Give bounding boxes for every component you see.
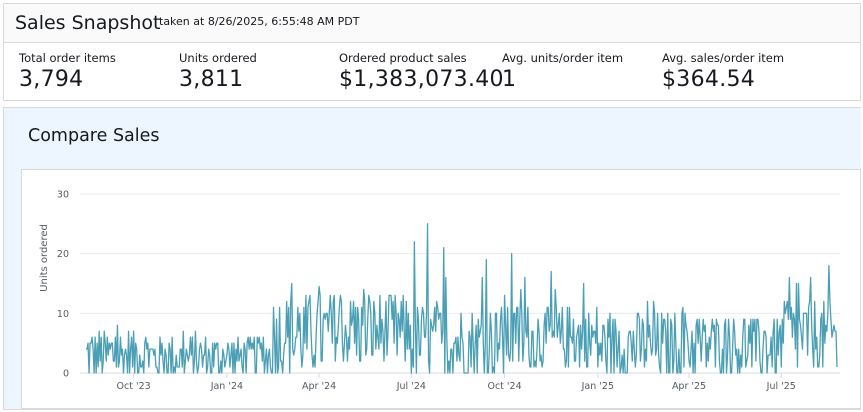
metric-units-ordered: Units ordered 3,811 xyxy=(179,51,257,92)
y-tick-label: 30 xyxy=(57,190,69,201)
metric-avg-sales-per-order-item: Avg. sales/order item $364.54 xyxy=(662,51,784,92)
x-tick-label: Oct '24 xyxy=(487,381,521,392)
compare-sales-title: Compare Sales xyxy=(28,126,160,146)
snapshot-title: Sales Snapshot xyxy=(15,12,161,34)
metric-label: Avg. units/order item xyxy=(502,51,624,65)
metric-value: 1 xyxy=(502,67,517,92)
y-tick-label: 0 xyxy=(63,369,69,380)
metric-value: $364.54 xyxy=(662,67,756,92)
units-ordered-chart-card: 0 10 20 30 Oct '23 Jan '24 Apr '24 Jul '24 Oct … xyxy=(21,169,861,409)
x-tick-label: Jan '25 xyxy=(581,381,614,392)
sales-snapshot-panel: Sales Snapshot taken at 8/26/2025, 6:55:… xyxy=(3,3,861,101)
x-tick-label: Apr '24 xyxy=(302,381,336,392)
snapshot-header: Sales Snapshot taken at 8/26/2025, 6:55:… xyxy=(4,4,860,43)
metric-avg-units-per-order-item: Avg. units/order item 1 xyxy=(502,51,623,92)
metric-label: Ordered product sales xyxy=(339,51,467,65)
x-tick-label: Jan '24 xyxy=(210,381,243,392)
metric-label: Avg. sales/order item xyxy=(662,51,785,65)
metric-value: $1,383,073.40 xyxy=(339,67,504,92)
x-tick-label: Jul '25 xyxy=(766,381,796,392)
x-tick-label: Oct '23 xyxy=(117,381,151,392)
metric-value: 3,811 xyxy=(179,67,244,92)
x-tick-label: Jul '24 xyxy=(396,381,426,392)
metric-label: Units ordered xyxy=(179,51,257,65)
metric-total-order-items: Total order items 3,794 xyxy=(19,51,116,92)
chart-grid xyxy=(80,193,840,374)
y-tick-label: 10 xyxy=(57,309,69,320)
metric-label: Total order items xyxy=(19,51,116,65)
x-axis-ticks: Oct '23 Jan '24 Apr '24 Jul '24 Oct '24 Jan '… xyxy=(117,373,796,392)
y-tick-label: 20 xyxy=(57,249,69,260)
metric-value: 3,794 xyxy=(19,67,84,92)
y-axis-ticks: 0 10 20 30 xyxy=(57,190,69,380)
snapshot-timestamp: taken at 8/26/2025, 6:55:48 AM PDT xyxy=(159,15,360,28)
y-axis-label: Units ordered xyxy=(39,224,50,292)
units-ordered-line xyxy=(86,223,838,374)
metric-ordered-product-sales: Ordered product sales $1,383,073.40 xyxy=(339,51,504,92)
compare-sales-panel: Compare Sales 0 10 20 30 Oct '23 Jan '24 Apr … xyxy=(3,107,861,410)
x-tick-label: Apr '25 xyxy=(672,381,706,392)
